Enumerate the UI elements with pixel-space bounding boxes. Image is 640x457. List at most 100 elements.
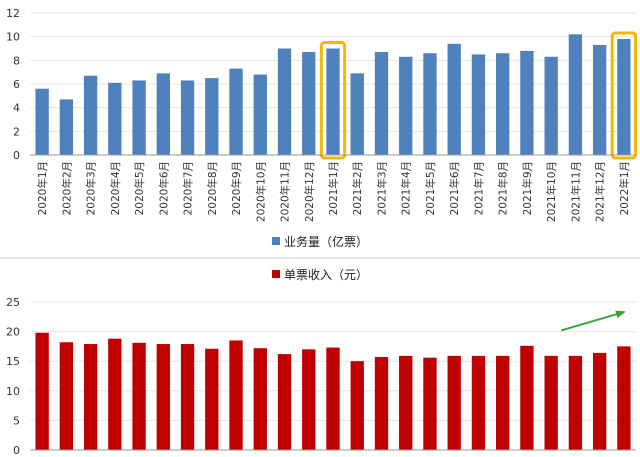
- bar: [496, 355, 510, 450]
- x-tick-label: 2020年1月: [36, 161, 49, 215]
- bar: [83, 75, 98, 155]
- bar: [253, 348, 267, 450]
- y-tick-label: 8: [13, 54, 20, 67]
- y-tick-label: 4: [13, 102, 20, 115]
- volume-chart-y-ticks: 0 2 4 6 8 10 12: [6, 7, 20, 162]
- highlight-box: [610, 31, 638, 160]
- bar: [544, 355, 558, 450]
- x-tick-label: 2021年12月: [594, 161, 607, 222]
- unit-revenue-legend-label: 单票收入（元）: [284, 268, 368, 282]
- x-tick-label: 2020年5月: [133, 161, 146, 215]
- x-tick-label: 2021年6月: [448, 161, 461, 215]
- y-tick-label: 20: [6, 326, 20, 339]
- bar: [59, 99, 74, 155]
- bar: [496, 53, 510, 155]
- volume-chart-highlights: [319, 31, 638, 160]
- bar: [302, 52, 316, 155]
- bar: [399, 355, 413, 450]
- bar: [544, 56, 558, 155]
- x-tick-label: 2020年3月: [85, 161, 98, 215]
- x-tick-label: 2021年4月: [400, 161, 413, 215]
- bar: [350, 361, 364, 450]
- y-tick-label: 12: [6, 7, 20, 20]
- bar: [326, 48, 340, 155]
- bar: [108, 338, 122, 450]
- y-tick-label: 2: [13, 125, 20, 138]
- y-tick-label: 5: [13, 414, 20, 427]
- bar: [520, 50, 534, 155]
- bar: [374, 357, 389, 450]
- x-tick-label: 2022年1月: [618, 161, 631, 215]
- bar: [35, 88, 49, 155]
- x-tick-label: 2021年1月: [327, 161, 340, 215]
- bar: [180, 80, 195, 155]
- x-tick-label: 2020年7月: [182, 161, 195, 215]
- unit-revenue-chart-bars: [35, 332, 631, 450]
- bar: [229, 340, 243, 450]
- x-tick-label: 2020年4月: [109, 161, 122, 215]
- bar: [253, 74, 267, 155]
- bar: [277, 354, 292, 450]
- bar: [180, 344, 195, 450]
- bar: [447, 43, 461, 156]
- y-tick-label: 25: [6, 296, 20, 309]
- unit-revenue-legend-swatch: [272, 270, 280, 278]
- unit-revenue-chart: 单票收入（元） 0 5 10 15 20 25: [6, 268, 636, 457]
- bar: [617, 346, 631, 450]
- y-tick-label: 6: [13, 78, 20, 91]
- y-tick-label: 10: [6, 31, 20, 44]
- bar: [35, 332, 49, 450]
- bar: [205, 348, 219, 450]
- x-tick-label: 2021年11月: [569, 161, 582, 222]
- bar: [471, 355, 486, 450]
- bar: [592, 44, 607, 156]
- bar: [277, 48, 292, 155]
- y-tick-label: 15: [6, 355, 20, 368]
- x-tick-label: 2020年11月: [279, 161, 292, 222]
- bar: [471, 54, 486, 155]
- bar: [423, 53, 437, 155]
- x-tick-label: 2020年12月: [303, 161, 316, 222]
- bar: [520, 345, 534, 450]
- bar: [108, 82, 122, 155]
- y-tick-label: 0: [13, 444, 20, 457]
- volume-chart-x-labels: 2020年1月 2020年2月 2020年3月 2020年4月 2020年5月 2020年…: [36, 161, 631, 222]
- y-tick-label: 10: [6, 385, 20, 398]
- x-tick-label: 2021年2月: [351, 161, 364, 215]
- y-tick-label: 0: [13, 149, 20, 162]
- x-tick-label: 2021年9月: [521, 161, 534, 215]
- bar: [326, 347, 340, 450]
- bar: [350, 73, 364, 155]
- x-tick-label: 2020年8月: [206, 161, 219, 215]
- bar: [229, 68, 243, 155]
- bar: [374, 52, 389, 155]
- x-tick-label: 2020年2月: [60, 161, 73, 215]
- x-tick-label: 2021年10月: [545, 161, 558, 222]
- highlight-box: [319, 41, 347, 160]
- unit-revenue-chart-y-ticks: 0 5 10 15 20 25: [6, 296, 20, 457]
- x-tick-label: 2021年5月: [424, 161, 437, 215]
- bar: [302, 349, 316, 450]
- volume-legend-label: 业务量（亿票）: [284, 234, 368, 249]
- x-tick-label: 2021年8月: [497, 161, 510, 215]
- bar: [568, 34, 583, 155]
- x-tick-label: 2021年7月: [472, 161, 485, 215]
- bar: [568, 355, 583, 450]
- volume-chart-bars: [35, 34, 631, 156]
- bar: [447, 355, 461, 450]
- bar: [132, 80, 146, 155]
- bar: [399, 56, 413, 155]
- unit-revenue-chart-legend: 单票收入（元）: [272, 268, 368, 282]
- x-tick-label: 2020年10月: [254, 161, 267, 222]
- volume-chart-legend: 业务量（亿票）: [272, 234, 368, 249]
- x-tick-label: 2021年3月: [375, 161, 388, 215]
- trend-arrow: [560, 310, 626, 332]
- bar: [205, 78, 219, 155]
- bar: [156, 73, 170, 155]
- bar: [83, 344, 98, 450]
- x-tick-label: 2020年9月: [230, 161, 243, 215]
- bar: [59, 342, 74, 450]
